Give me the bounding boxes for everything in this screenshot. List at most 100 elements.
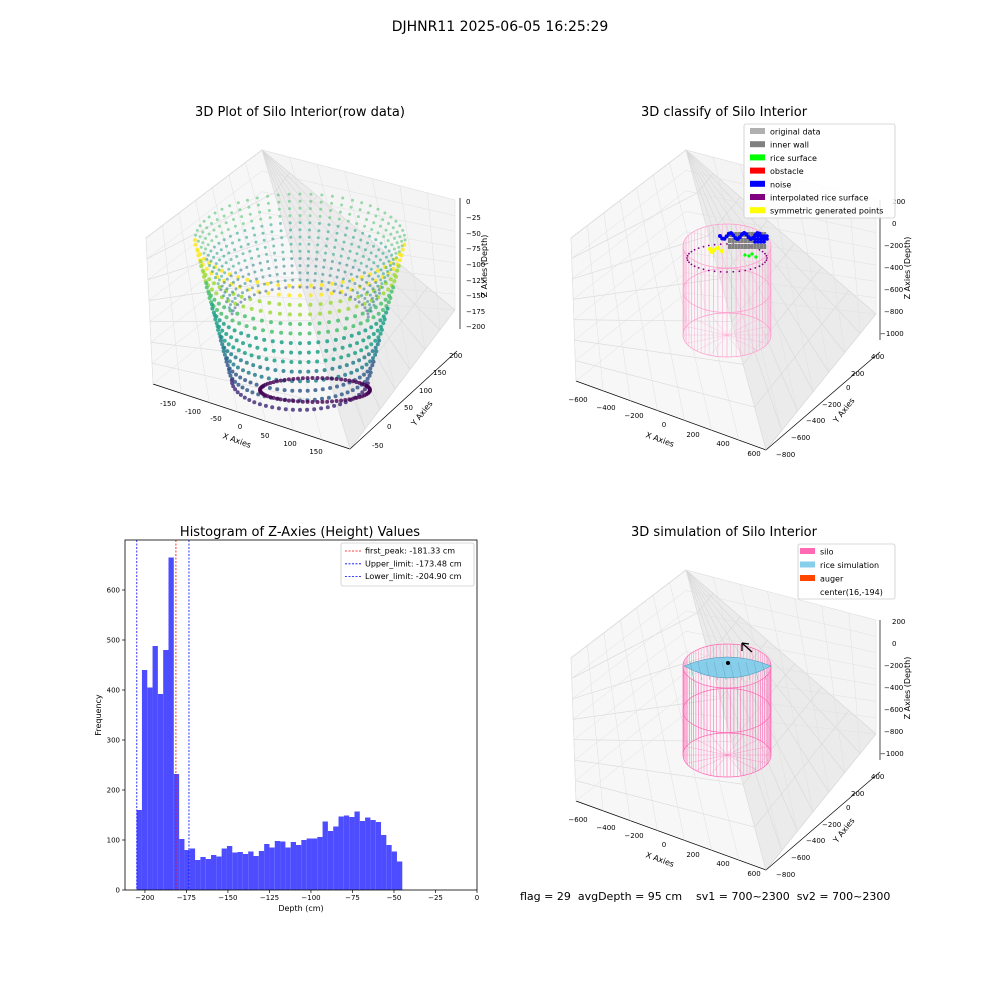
point-marker (319, 287, 323, 291)
point-marker (222, 238, 226, 242)
legend-label: noise (770, 180, 791, 189)
cylinder-spoke (695, 754, 728, 771)
symmetric-point (709, 249, 715, 255)
point-marker (257, 299, 262, 304)
point-marker (386, 239, 390, 243)
point-marker (327, 281, 331, 285)
cylinder-spoke (726, 739, 759, 756)
grid-line (821, 605, 845, 773)
p1-y-tick: -50 (372, 442, 383, 450)
point-marker (329, 267, 333, 270)
grid-line (573, 278, 721, 300)
point-marker (371, 277, 375, 281)
point-marker (238, 375, 243, 380)
point-marker (359, 238, 363, 242)
point-marker (255, 196, 259, 200)
point-marker (275, 387, 280, 392)
point-marker (216, 282, 220, 286)
point-marker (248, 249, 252, 253)
grid-line (697, 173, 714, 194)
panel-4-z-ticks: 200 0 −200 −400 −600 −800 −1000 (880, 618, 905, 758)
point-marker (378, 318, 383, 323)
point-marker (346, 353, 351, 358)
point-marker (339, 355, 344, 360)
point-marker (254, 382, 259, 387)
point-marker (313, 272, 317, 275)
panel-classify: 3D classify of Silo Interior −600 −400 −… (568, 105, 912, 459)
point-marker (368, 234, 372, 238)
noise-point (762, 237, 766, 241)
point-marker (273, 251, 276, 255)
point-marker (261, 231, 265, 235)
point-marker (276, 292, 281, 297)
point-marker (298, 192, 302, 196)
point-marker (360, 311, 365, 316)
panel-1-axes-box (145, 149, 461, 450)
point-marker (290, 271, 294, 275)
grid-line (685, 569, 767, 871)
grid-line (636, 607, 685, 841)
point-marker (305, 399, 310, 404)
point-marker (325, 237, 329, 241)
point-marker (366, 315, 370, 319)
p4-y-tick: −800 (776, 871, 795, 879)
p2-z-tick: 0 (892, 220, 896, 228)
panel-3-title: Histogram of Z-Axies (Height) Values (180, 525, 420, 540)
point-marker (379, 241, 383, 245)
point-marker (245, 265, 249, 269)
point-marker (309, 192, 313, 196)
point-marker (349, 333, 354, 338)
point-marker (378, 224, 382, 228)
y-axis-line (349, 350, 458, 450)
interpolated-point (749, 268, 752, 271)
point-marker (246, 242, 250, 246)
point-marker (360, 201, 364, 205)
point-marker (316, 243, 320, 247)
inner-wall-point (734, 232, 738, 237)
histogram-bar (327, 831, 334, 890)
point-marker (268, 380, 273, 385)
point-marker (251, 316, 256, 321)
grid-line (572, 610, 877, 700)
grid-line (685, 149, 767, 451)
point-marker (247, 205, 251, 209)
point-marker (212, 313, 217, 318)
histogram-bar (195, 860, 201, 890)
point-marker (341, 277, 345, 281)
point-marker (231, 384, 236, 389)
point-marker (287, 293, 292, 298)
point-marker (392, 262, 396, 266)
point-marker (377, 288, 381, 292)
p2-y-tick: 400 (871, 353, 884, 361)
panel-1-x-ticks: -150 -100 -50 0 50 100 150 (160, 400, 323, 456)
point-marker (345, 390, 350, 395)
x-axis-line (575, 800, 767, 871)
inner-wall-point (750, 244, 754, 249)
point-marker (245, 388, 250, 393)
grid-line (574, 759, 744, 785)
legend-label: rice surface (770, 154, 817, 163)
point-marker (202, 256, 207, 261)
point-marker (287, 302, 292, 307)
p2-y-tick: −200 (822, 401, 841, 409)
p1-y-tick: 150 (433, 369, 446, 377)
hist-y-tick: 500 (107, 637, 120, 645)
point-marker (258, 308, 263, 313)
point-marker (213, 276, 217, 280)
point-marker (236, 201, 240, 205)
histogram-bar (311, 838, 318, 890)
legend-swatch (800, 561, 815, 568)
point-marker (368, 366, 373, 371)
point-marker (306, 264, 310, 268)
point-marker (335, 384, 339, 389)
point-marker (319, 200, 323, 204)
point-marker (308, 312, 313, 317)
point-marker (238, 284, 242, 288)
point-marker (313, 388, 318, 393)
point-marker (229, 258, 233, 261)
point-marker (234, 338, 239, 343)
point-marker (324, 348, 329, 353)
p2-z-tick: −400 (884, 264, 903, 272)
grid-line (620, 200, 658, 411)
